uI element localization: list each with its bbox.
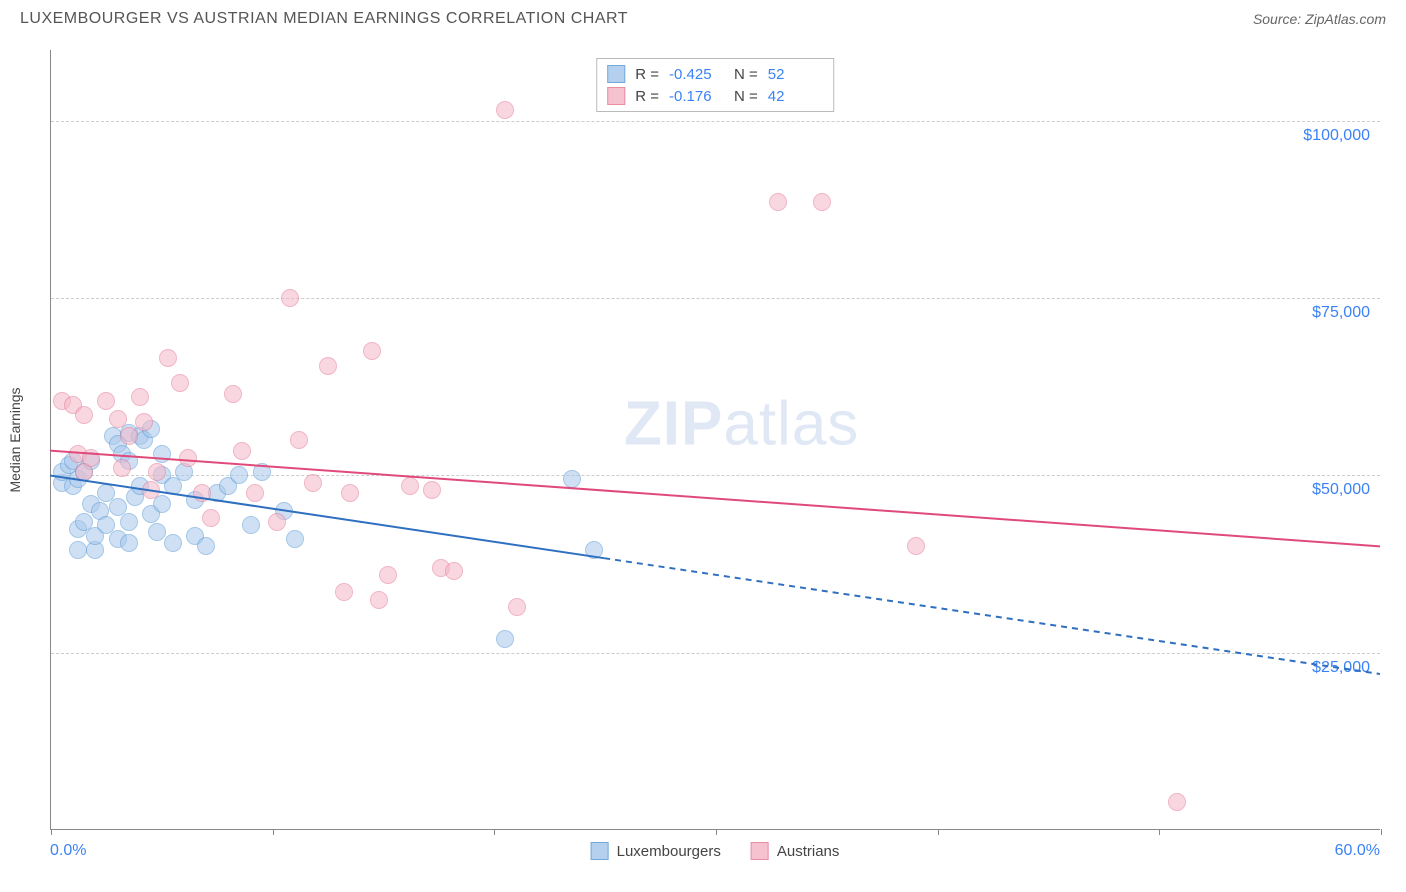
scatter-point (496, 101, 514, 119)
scatter-point (423, 481, 441, 499)
scatter-point (75, 406, 93, 424)
r-value: -0.176 (669, 88, 724, 105)
x-tick (1381, 829, 1382, 835)
scatter-point (179, 449, 197, 467)
x-tick (1159, 829, 1160, 835)
scatter-point (153, 495, 171, 513)
scatter-point (585, 541, 603, 559)
scatter-point (159, 349, 177, 367)
x-tick (494, 829, 495, 835)
scatter-point (319, 357, 337, 375)
scatter-point (135, 413, 153, 431)
chart-title: LUXEMBOURGER VS AUSTRIAN MEDIAN EARNINGS… (20, 10, 628, 28)
scatter-point (813, 193, 831, 211)
scatter-point (224, 385, 242, 403)
x-tick (716, 829, 717, 835)
scatter-point (120, 427, 138, 445)
x-tick (51, 829, 52, 835)
scatter-point (131, 388, 149, 406)
scatter-point (268, 513, 286, 531)
scatter-point (508, 598, 526, 616)
y-tick-label: $100,000 (1303, 127, 1370, 145)
x-tick (938, 829, 939, 835)
legend-row: R = -0.176 N = 42 (607, 85, 823, 107)
scatter-point (401, 477, 419, 495)
scatter-point (197, 537, 215, 555)
chart-area: ZIPatlas $25,000$50,000$75,000$100,000 M… (50, 50, 1380, 830)
scatter-point (82, 449, 100, 467)
plot-area: $25,000 $50,000 $75,000 $100,000 (50, 50, 1380, 830)
legend-series-name: Luxembourgers (617, 843, 721, 860)
x-tick (273, 829, 274, 835)
scatter-point (563, 470, 581, 488)
legend-swatch (751, 842, 769, 860)
n-value: 52 (768, 66, 823, 83)
legend-series: Luxembourgers Austrians (591, 842, 840, 860)
gridline (51, 475, 1380, 476)
y-tick-label: $25,000 (1312, 659, 1370, 677)
scatter-point (246, 484, 264, 502)
scatter-point (113, 459, 131, 477)
scatter-point (193, 484, 211, 502)
scatter-point (304, 474, 322, 492)
scatter-point (120, 513, 138, 531)
scatter-point (97, 392, 115, 410)
legend-swatch (591, 842, 609, 860)
gridline (51, 653, 1380, 654)
n-label: N = (734, 66, 758, 83)
scatter-point (907, 537, 925, 555)
x-start-label: 0.0% (50, 842, 86, 860)
scatter-point (769, 193, 787, 211)
scatter-point (1168, 793, 1186, 811)
gridline (51, 298, 1380, 299)
scatter-point (281, 289, 299, 307)
scatter-point (69, 541, 87, 559)
scatter-point (148, 463, 166, 481)
legend-row: R = -0.425 N = 52 (607, 63, 823, 85)
scatter-point (142, 481, 160, 499)
source-label: Source: ZipAtlas.com (1253, 11, 1386, 27)
n-label: N = (734, 88, 758, 105)
x-end-label: 60.0% (1335, 842, 1380, 860)
scatter-point (171, 374, 189, 392)
y-tick-label: $75,000 (1312, 304, 1370, 322)
y-axis-label: Median Earnings (7, 387, 23, 492)
scatter-point (202, 509, 220, 527)
legend-swatch (607, 65, 625, 83)
scatter-point (164, 534, 182, 552)
scatter-point (363, 342, 381, 360)
scatter-point (120, 534, 138, 552)
r-value: -0.425 (669, 66, 724, 83)
legend-series-name: Austrians (777, 843, 840, 860)
scatter-point (370, 591, 388, 609)
scatter-point (233, 442, 251, 460)
scatter-point (335, 583, 353, 601)
legend-swatch (607, 87, 625, 105)
r-label: R = (635, 66, 659, 83)
legend-correlation: R = -0.425 N = 52 R = -0.176 N = 42 (596, 58, 834, 112)
scatter-point (290, 431, 308, 449)
scatter-point (153, 445, 171, 463)
legend-series-item: Austrians (751, 842, 840, 860)
scatter-point (109, 410, 127, 428)
scatter-point (253, 463, 271, 481)
legend-series-item: Luxembourgers (591, 842, 721, 860)
n-value: 42 (768, 88, 823, 105)
scatter-point (230, 466, 248, 484)
gridline (51, 121, 1380, 122)
scatter-point (242, 516, 260, 534)
scatter-point (341, 484, 359, 502)
scatter-point (286, 530, 304, 548)
scatter-point (379, 566, 397, 584)
r-label: R = (635, 88, 659, 105)
scatter-point (496, 630, 514, 648)
y-tick-label: $50,000 (1312, 481, 1370, 499)
scatter-point (445, 562, 463, 580)
